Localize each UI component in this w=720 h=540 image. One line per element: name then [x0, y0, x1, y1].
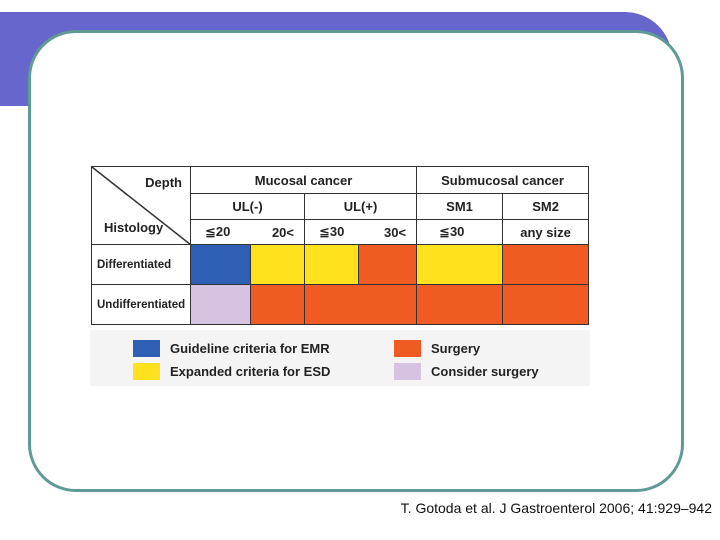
cell-diff-ul-pos-small — [304, 244, 359, 285]
submucosal-cancer-header: Submucosal cancer — [416, 166, 590, 194]
ul-positive-header: UL(+) — [303, 193, 418, 220]
legend-swatch-lavender — [394, 363, 421, 380]
cell-undiff-ul-pos — [303, 284, 418, 325]
legend-label-consider: Consider surgery — [431, 364, 539, 379]
citation: T. Gotoda et al. J Gastroenterol 2006; 4… — [400, 500, 712, 516]
legend-swatch-yellow — [133, 363, 160, 380]
size-gt-30: 30< — [384, 224, 407, 240]
depth-label: Depth — [145, 175, 182, 190]
row-label-differentiated: Differentiated — [91, 244, 191, 285]
cell-diff-ul-neg-large — [250, 244, 305, 285]
legend-swatch-blue — [133, 340, 160, 357]
cell-diff-ul-neg-small — [190, 244, 251, 285]
legend-item-consider: Consider surgery — [394, 363, 539, 380]
legend-label-esd: Expanded criteria for ESD — [170, 364, 331, 379]
ul-negative-header: UL(-) — [190, 193, 305, 220]
legend-swatch-orange — [394, 340, 421, 357]
histology-label: Histology — [104, 220, 164, 235]
treatment-criteria-table: Depth Histology Mucosal cancer Submucosa… — [91, 166, 590, 325]
legend: Guideline criteria for EMR Expanded crit… — [90, 330, 590, 386]
table-corner-header: Depth Histology — [91, 166, 191, 245]
sm1-header: SM1 — [416, 193, 504, 220]
size-le-30: ≦30 — [319, 224, 345, 239]
cell-diff-ul-pos-large — [357, 244, 418, 285]
cell-undiff-ul-neg-small — [190, 284, 251, 325]
legend-label-emr: Guideline criteria for EMR — [170, 341, 330, 356]
sm2-header: SM2 — [502, 193, 590, 220]
row-label-undifferentiated: Undifferentiated — [91, 284, 191, 325]
ul-negative-size-cell: ≦20 20< — [190, 219, 305, 245]
legend-item-surgery: Surgery — [394, 340, 480, 357]
sm1-size: ≦30 — [416, 219, 504, 245]
legend-item-emr: Guideline criteria for EMR — [133, 340, 330, 357]
ul-positive-size-cell: ≦30 30< — [303, 219, 418, 245]
cell-diff-sm2 — [502, 244, 590, 285]
size-le-20: ≦20 — [205, 224, 231, 239]
legend-label-surgery: Surgery — [431, 341, 481, 356]
mucosal-cancer-header: Mucosal cancer — [189, 166, 418, 194]
cell-undiff-ul-neg-large — [250, 284, 305, 325]
sm2-size: any size — [502, 219, 590, 245]
corner-diagonal — [92, 167, 191, 245]
cell-undiff-sm2 — [502, 284, 590, 325]
cell-undiff-sm1 — [416, 284, 504, 325]
cell-diff-sm1 — [416, 244, 504, 285]
legend-item-esd: Expanded criteria for ESD — [133, 363, 330, 380]
size-gt-20: 20< — [271, 224, 294, 240]
